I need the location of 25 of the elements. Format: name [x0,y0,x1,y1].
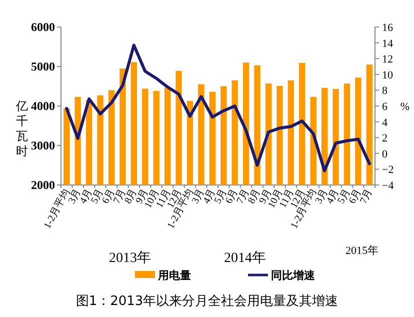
y-tick-label: 2000 [31,178,55,192]
y-tick-label: 3000 [31,138,55,152]
y2-tick-label: 6 [382,101,388,113]
y-axis-title: 亿千瓦时 [15,99,28,158]
y2-tick-label: 0 [382,148,388,160]
y-tick-label: 4000 [31,99,55,113]
legend-label: 用电量 [157,269,191,282]
text: 2013年 [109,250,151,266]
text: 图1：2013年以来分月全社会用电量及其增速 [76,294,338,309]
text: 2015年 [346,245,378,257]
y-tick-label: 6000 [31,20,55,34]
y2-axis-title: % [400,101,410,113]
y2-tick-label: 14 [382,38,394,50]
y2-tick-label: 2 [382,132,388,145]
legend-label: 同比增速 [271,269,316,282]
y2-tick-label: 16 [382,22,394,34]
y2-tick-label: −4 [382,180,394,192]
y-tick-label: 5000 [31,60,55,74]
y2-tick-label: 12 [382,54,393,66]
y2-tick-label: 10 [382,69,394,82]
line-series [65,44,371,172]
y2-tick-label: 4 [382,116,388,129]
y2-tick-label: −2 [382,164,394,176]
y2-tick-label: 8 [382,85,388,98]
text: 2014年 [224,250,266,266]
